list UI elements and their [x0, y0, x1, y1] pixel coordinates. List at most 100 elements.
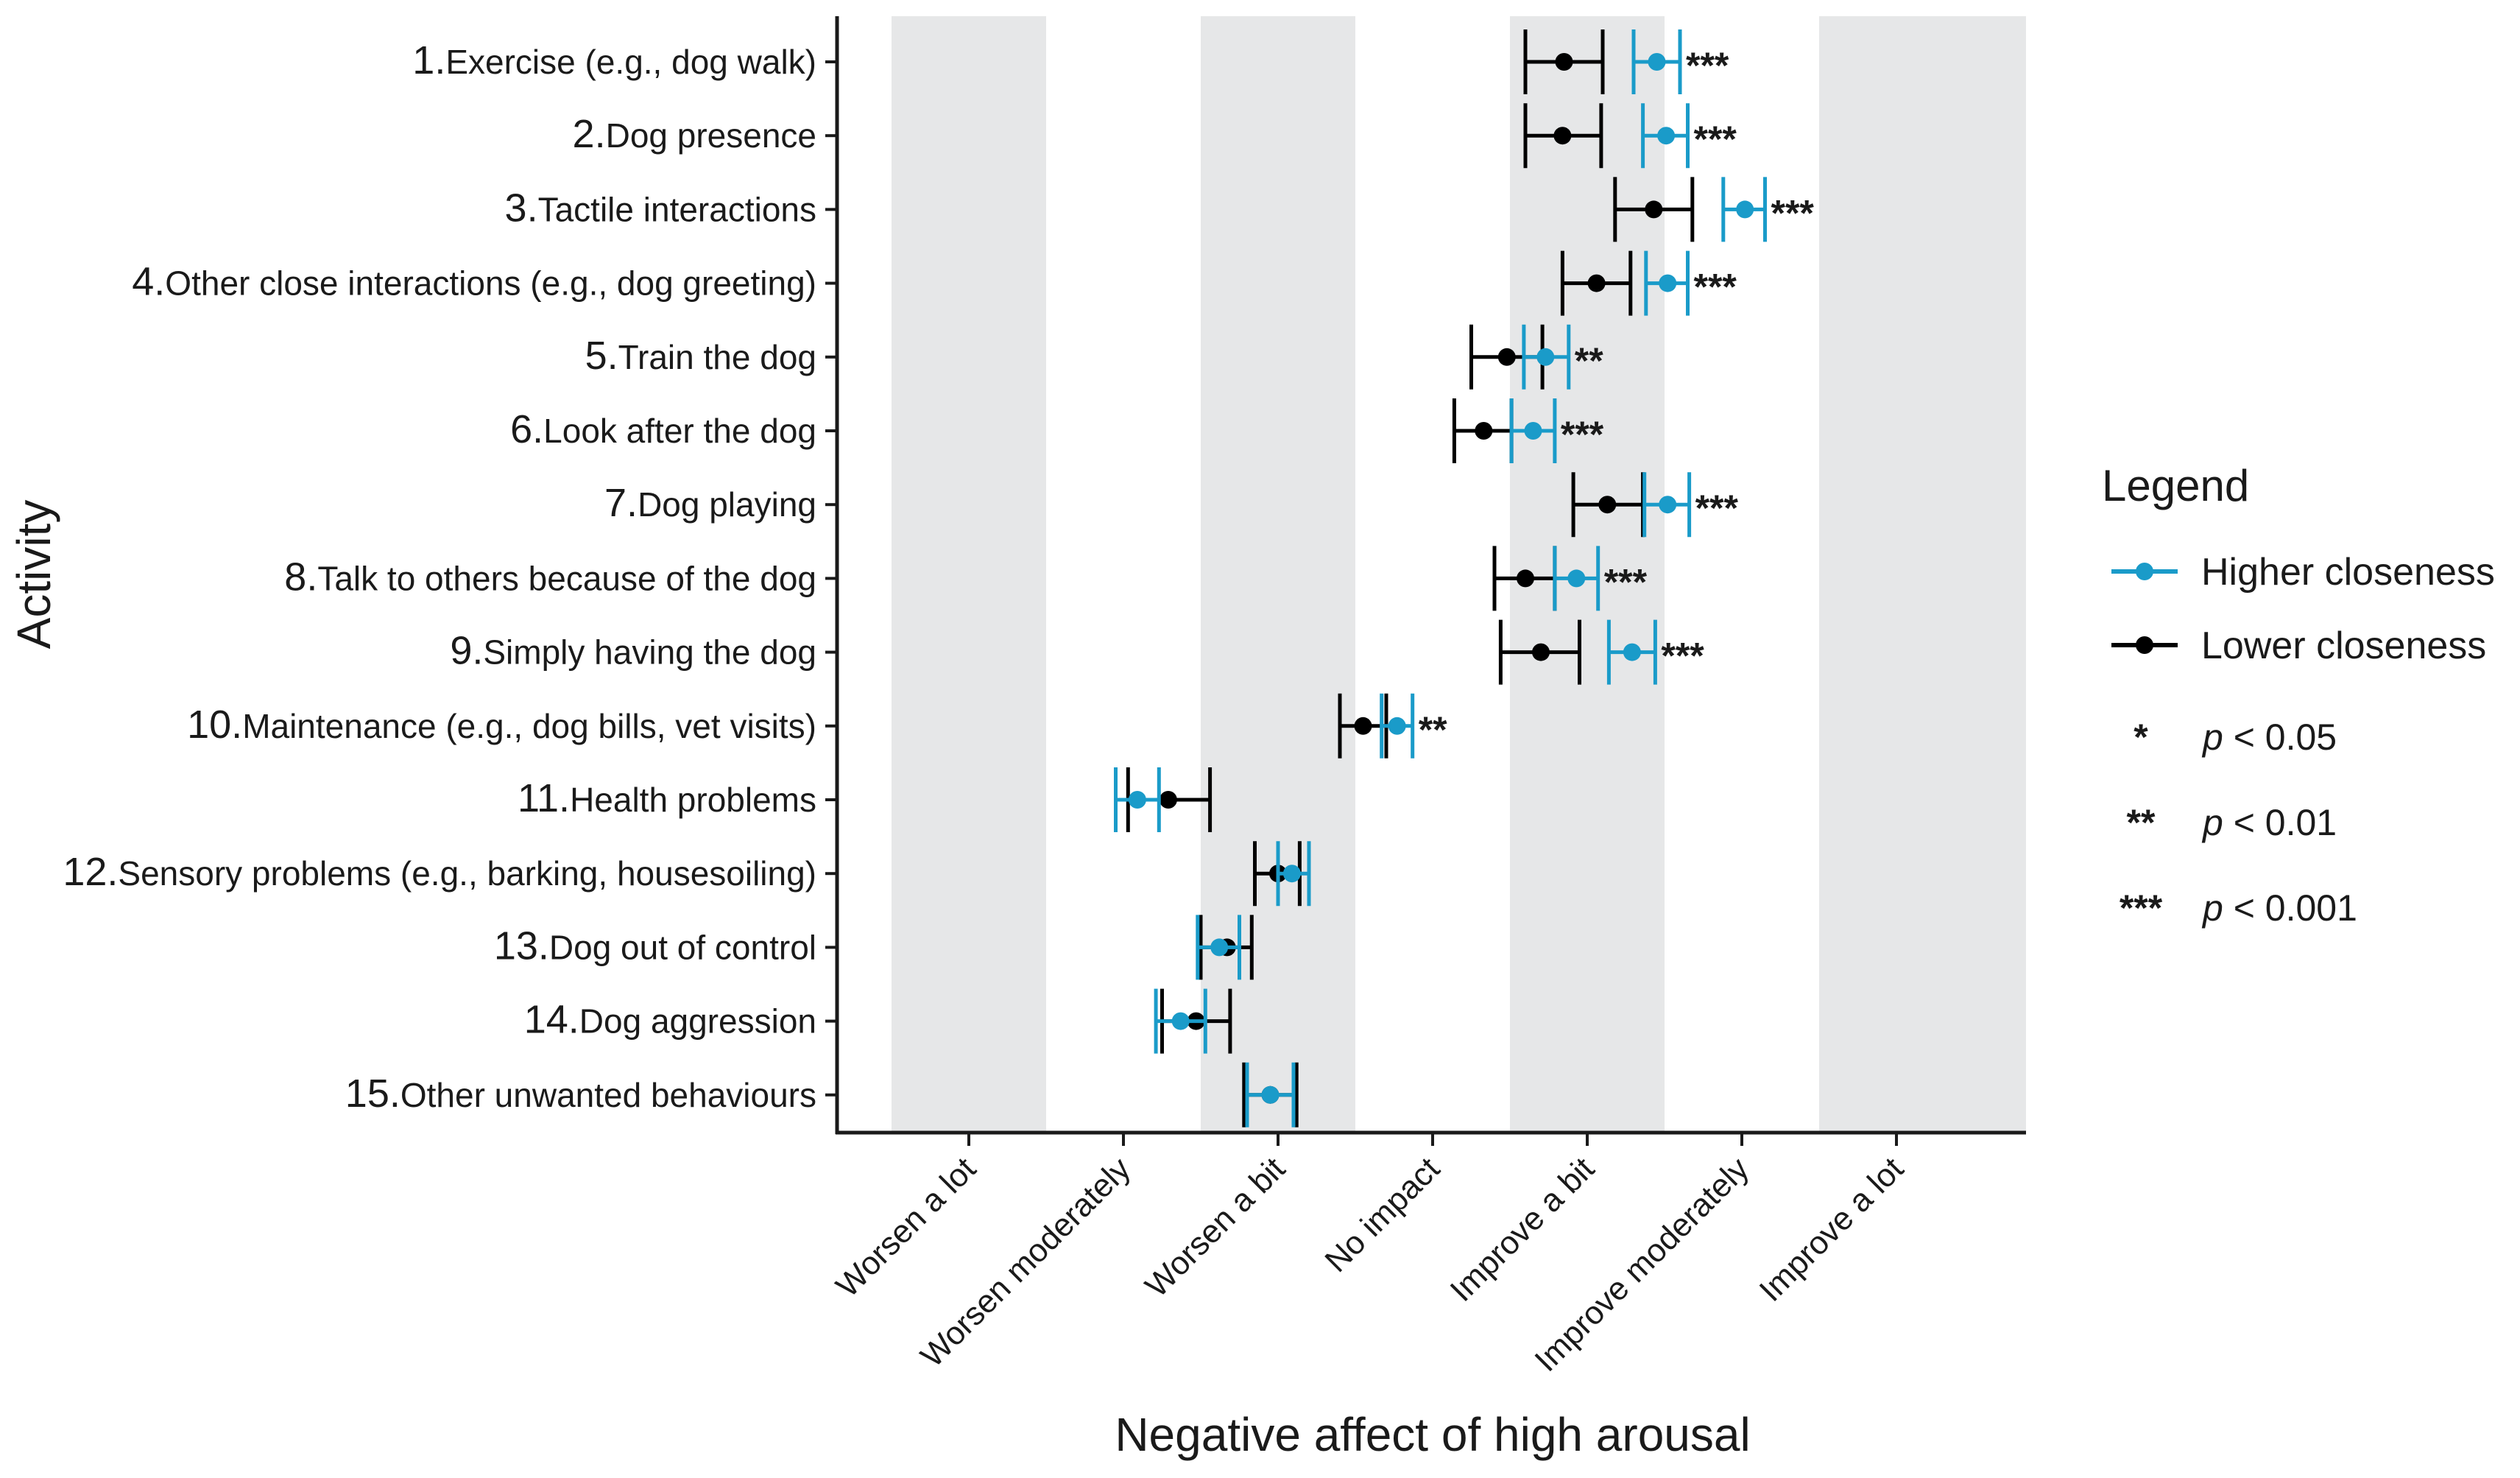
- mean-point: [1623, 643, 1641, 661]
- activity-label: Dog aggression: [579, 1002, 816, 1041]
- activity-label: Other close interactions (e.g., dog gree…: [165, 264, 816, 303]
- activity-label: Dog out of control: [549, 928, 816, 966]
- mean-point: [1210, 938, 1229, 957]
- significance-label: ***: [1694, 267, 1737, 308]
- lower-closeness-point: [1523, 29, 1605, 94]
- mean-point: [1475, 422, 1493, 440]
- mean-point: [1354, 717, 1372, 735]
- activity-number: 10.: [187, 703, 242, 747]
- y-tick-label: 5.Train the dog: [585, 334, 816, 378]
- mean-point: [1659, 274, 1677, 292]
- legend: Legend Higher closeness Lower closeness * p …: [2102, 461, 2495, 929]
- p-threshold: < 0.01: [2223, 802, 2337, 843]
- activity-number: 12.: [63, 850, 118, 894]
- higher-closeness-point: [1641, 103, 1690, 169]
- mean-point: [1159, 791, 1177, 809]
- shaded-band: [1819, 16, 2026, 1133]
- y-tick-label: 12.Sensory problems (e.g., barking, hous…: [63, 850, 816, 894]
- mean-point: [1532, 643, 1550, 661]
- significance-label: ***: [1694, 119, 1737, 160]
- higher-closeness-point: [1606, 619, 1657, 685]
- activity-label: Talk to others because of the dog: [317, 559, 816, 597]
- activity-label: Dog presence: [606, 116, 816, 155]
- y-tick-label: 7.Dog playing: [604, 481, 816, 525]
- activity-number: 6.: [510, 407, 543, 451]
- activity-number: 1.: [412, 38, 445, 82]
- mean-point: [1553, 127, 1572, 145]
- y-tick-label: 4.Other close interactions (e.g., dog gr…: [132, 260, 816, 304]
- y-tick-label: 13.Dog out of control: [494, 923, 816, 968]
- data-marks: ****************************: [1114, 29, 1815, 1127]
- shaded-band: [892, 16, 1046, 1133]
- y-tick-label: 15.Other unwanted behaviours: [345, 1071, 816, 1116]
- activity-number: 9.: [450, 629, 483, 673]
- y-tick-label: 3.Tactile interactions: [505, 186, 816, 230]
- activity-label: Maintenance (e.g., dog bills, vet visits…: [242, 707, 816, 745]
- y-tick-label: 2.Dog presence: [573, 112, 816, 156]
- y-tick-label: 8.Talk to others because of the dog: [284, 555, 816, 599]
- legend-entry-label: Lower closeness: [2201, 624, 2486, 667]
- significance-label: **: [1575, 340, 1603, 381]
- legend-sig-symbol: *: [2133, 717, 2148, 758]
- higher-closeness-point: [1380, 693, 1415, 759]
- activity-number: 15.: [345, 1071, 400, 1116]
- significance-label: ***: [1695, 488, 1739, 529]
- mean-point: [1524, 422, 1542, 440]
- higher-closeness-point: [1245, 1062, 1296, 1127]
- significance-label: ***: [1771, 192, 1815, 233]
- activity-label: Tactile interactions: [538, 190, 816, 228]
- significance-label: **: [1419, 709, 1447, 750]
- higher-closeness-point: [1276, 841, 1311, 907]
- y-tick-label: 1.Exercise (e.g., dog walk): [412, 38, 816, 82]
- higher-closeness-point: [1509, 398, 1557, 463]
- higher-closeness-point: [1522, 324, 1571, 390]
- legend-sig-symbol: **: [2127, 802, 2156, 843]
- p-symbol: p: [2201, 802, 2223, 843]
- legend-sig-text: p < 0.01: [2201, 802, 2337, 843]
- activity-number: 2.: [573, 112, 606, 156]
- significance-label: ***: [1686, 45, 1729, 86]
- y-axis-labels: 1.Exercise (e.g., dog walk) 2.Dog presenc…: [63, 38, 816, 1116]
- mean-point: [1555, 53, 1573, 71]
- mean-point: [1282, 865, 1301, 883]
- legend-entry-label: Higher closeness: [2201, 551, 2495, 594]
- significance-label: ***: [1561, 414, 1604, 455]
- lower-closeness-point: [1523, 103, 1603, 169]
- y-tick-label: 9.Simply having the dog: [450, 629, 816, 673]
- x-tick-label: No impact: [1318, 1150, 1447, 1279]
- x-tick-label: Worsen a bit: [1138, 1150, 1292, 1304]
- significance-label: ***: [1661, 636, 1704, 677]
- y-tick-label: 14.Dog aggression: [524, 998, 816, 1042]
- activity-label: Health problems: [570, 781, 816, 819]
- legend-sig-symbol: ***: [2120, 887, 2163, 929]
- legend-sig-text: p < 0.001: [2201, 887, 2357, 929]
- lower-closeness-point: [1452, 398, 1514, 463]
- background-bands: [892, 16, 2026, 1133]
- legend-marker: [2136, 636, 2153, 654]
- x-tick-label: Improve a bit: [1444, 1150, 1601, 1308]
- activity-number: 4.: [132, 260, 165, 304]
- mean-point: [1598, 496, 1617, 514]
- shaded-band: [1510, 16, 1665, 1133]
- higher-closeness-point: [1553, 546, 1600, 611]
- p-symbol: p: [2201, 717, 2223, 758]
- lower-closeness-point: [1613, 177, 1695, 242]
- lower-closeness-point: [1498, 619, 1581, 685]
- activity-number: 13.: [494, 923, 549, 968]
- mean-point: [1171, 1012, 1190, 1030]
- x-tick-label: Worsen a lot: [829, 1150, 983, 1304]
- y-tick-label: 10.Maintenance (e.g., dog bills, vet vis…: [187, 703, 816, 747]
- mean-point: [1497, 348, 1516, 366]
- mean-point: [1261, 1085, 1280, 1104]
- lower-closeness-point: [1338, 693, 1388, 759]
- legend-sig-text: p < 0.05: [2201, 717, 2337, 758]
- mean-point: [1128, 791, 1146, 809]
- legend-title: Legend: [2102, 461, 2249, 510]
- higher-closeness-point: [1721, 177, 1767, 242]
- activity-label: Look after the dog: [543, 412, 816, 450]
- x-tick-label: Improve a lot: [1753, 1150, 1910, 1308]
- mean-point: [1388, 717, 1406, 735]
- activity-number: 8.: [284, 555, 317, 599]
